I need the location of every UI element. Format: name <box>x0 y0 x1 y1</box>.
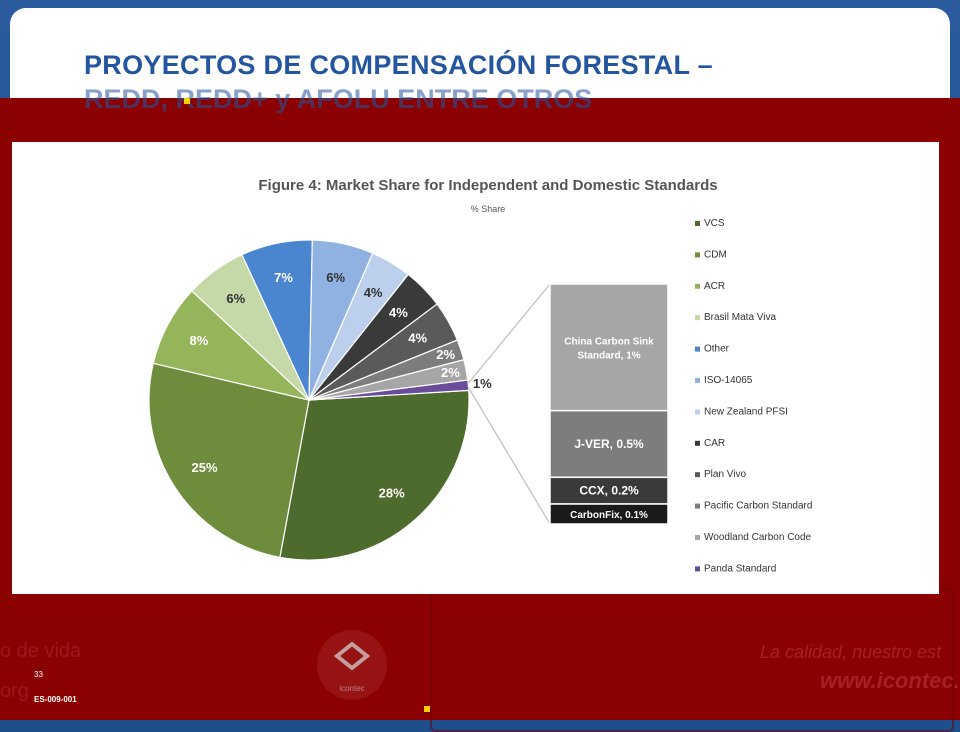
footer-slogan-left: o de vida <box>0 640 82 662</box>
legend-swatch <box>695 283 700 289</box>
pie-slices <box>148 239 470 561</box>
pie-label-iso-14065: 6% <box>326 270 345 285</box>
footer-slogan-left-2: org <box>0 680 29 702</box>
breakout-label-line-1: China Carbon Sink <box>564 336 654 347</box>
pie-slice-vcs <box>279 389 470 561</box>
legend-swatch <box>695 252 700 258</box>
legend-label-woodland-carbon-code: Woodland Carbon Code <box>704 532 812 543</box>
pie-slice-panda-standard <box>308 379 470 401</box>
accent-square <box>184 98 190 104</box>
market-share-pie-chart: Figure 4: Market Share for Independent a… <box>148 177 812 574</box>
pie-label-cdm: 25% <box>191 460 217 475</box>
legend-swatch <box>695 346 700 352</box>
page-title-line-1: PROYECTOS DE COMPENSACIÓN FORESTAL – <box>84 50 713 80</box>
legend-label-brasil-mata-viva: Brasil Mata Viva <box>704 312 777 323</box>
chart-subtitle: % Share <box>471 204 506 214</box>
pie-label-brasil-mata-viva: 6% <box>226 291 245 306</box>
breakout-bar: China Carbon Sink Standard, 1% J-VER, 0.5%… <box>549 283 669 525</box>
legend-label-panda-standard: Panda Standard <box>704 563 776 574</box>
accent-square <box>424 706 430 712</box>
logo-icon <box>333 641 371 671</box>
legend-label-cdm: CDM <box>704 249 727 260</box>
breakout-segment-china-carbon-sink-standard <box>549 283 669 412</box>
footer-url[interactable]: www.icontec.c <box>820 668 960 693</box>
breakout-connectors <box>467 283 551 525</box>
page-title: PROYECTOS DE COMPENSACIÓN FORESTAL – <box>84 46 884 84</box>
pie-label-panda-standard: 1% <box>473 376 492 391</box>
breakout-label-line-2: Standard, 1% <box>577 350 640 361</box>
breakout-label-j-ver: J-VER, 0.5% <box>574 437 644 451</box>
legend-label-vcs: VCS <box>704 218 725 229</box>
pie-label-acr: 8% <box>190 333 209 348</box>
pie-label-pacific-carbon-standard: 2% <box>436 347 455 362</box>
legend-swatch <box>695 440 700 446</box>
document-code: ES-009-001 <box>34 695 77 704</box>
legend-label-new-zealand-pfsi: New Zealand PFSI <box>704 406 788 417</box>
pie-label-car: 4% <box>389 305 408 320</box>
legend-label-plan-vivo: Plan Vivo <box>704 469 747 480</box>
footer-tagline: La calidad, nuestro est <box>760 642 942 662</box>
legend-label-iso-14065: ISO-14065 <box>704 375 753 386</box>
legend-swatch <box>695 409 700 415</box>
legend-label-other: Other <box>704 344 730 355</box>
chart-legend: VCS CDM ACR Brasil Mata Viva Other ISO-14065 N… <box>695 218 812 574</box>
logo-wordmark: icontec <box>339 684 365 693</box>
pie-labels: 28%25%8%6%7% 6%4%4%4%2%2%1% <box>190 270 493 501</box>
pie-label-new-zealand-pfsi: 4% <box>364 285 383 300</box>
chart-card: Figure 4: Market Share for Independent a… <box>12 142 939 594</box>
breakout-segment-j-ver <box>549 409 669 479</box>
legend-swatch <box>695 378 700 383</box>
breakout-label-ccx: CCX, 0.2% <box>579 484 639 498</box>
breakout-label-carbonfix: CarbonFix, 0.1% <box>570 510 648 521</box>
legend-swatch <box>695 472 700 478</box>
legend-label-car: CAR <box>704 438 725 449</box>
breakout-connector-line <box>467 386 551 525</box>
pie-label-plan-vivo: 4% <box>408 331 427 346</box>
pie-label-other: 7% <box>274 270 293 285</box>
legend-swatch <box>695 503 700 509</box>
legend-label-acr: ACR <box>704 281 725 292</box>
pie-label-vcs: 28% <box>379 486 405 501</box>
legend-swatch <box>695 315 700 321</box>
breakout-connector-line <box>467 283 551 384</box>
chart-title: Figure 4: Market Share for Independent a… <box>258 177 717 194</box>
icontec-logo: icontec <box>282 612 422 712</box>
legend-swatch <box>695 566 700 572</box>
pie-label-woodland-carbon-code: 2% <box>441 365 460 380</box>
legend-swatch <box>695 535 700 540</box>
legend-label-pacific-carbon-standard: Pacific Carbon Standard <box>704 501 812 512</box>
breakout-segment-carbonfix <box>549 503 669 525</box>
legend-swatch <box>695 221 700 226</box>
pie-slice-cdm <box>148 362 310 559</box>
slide-number: 33 <box>34 670 43 679</box>
